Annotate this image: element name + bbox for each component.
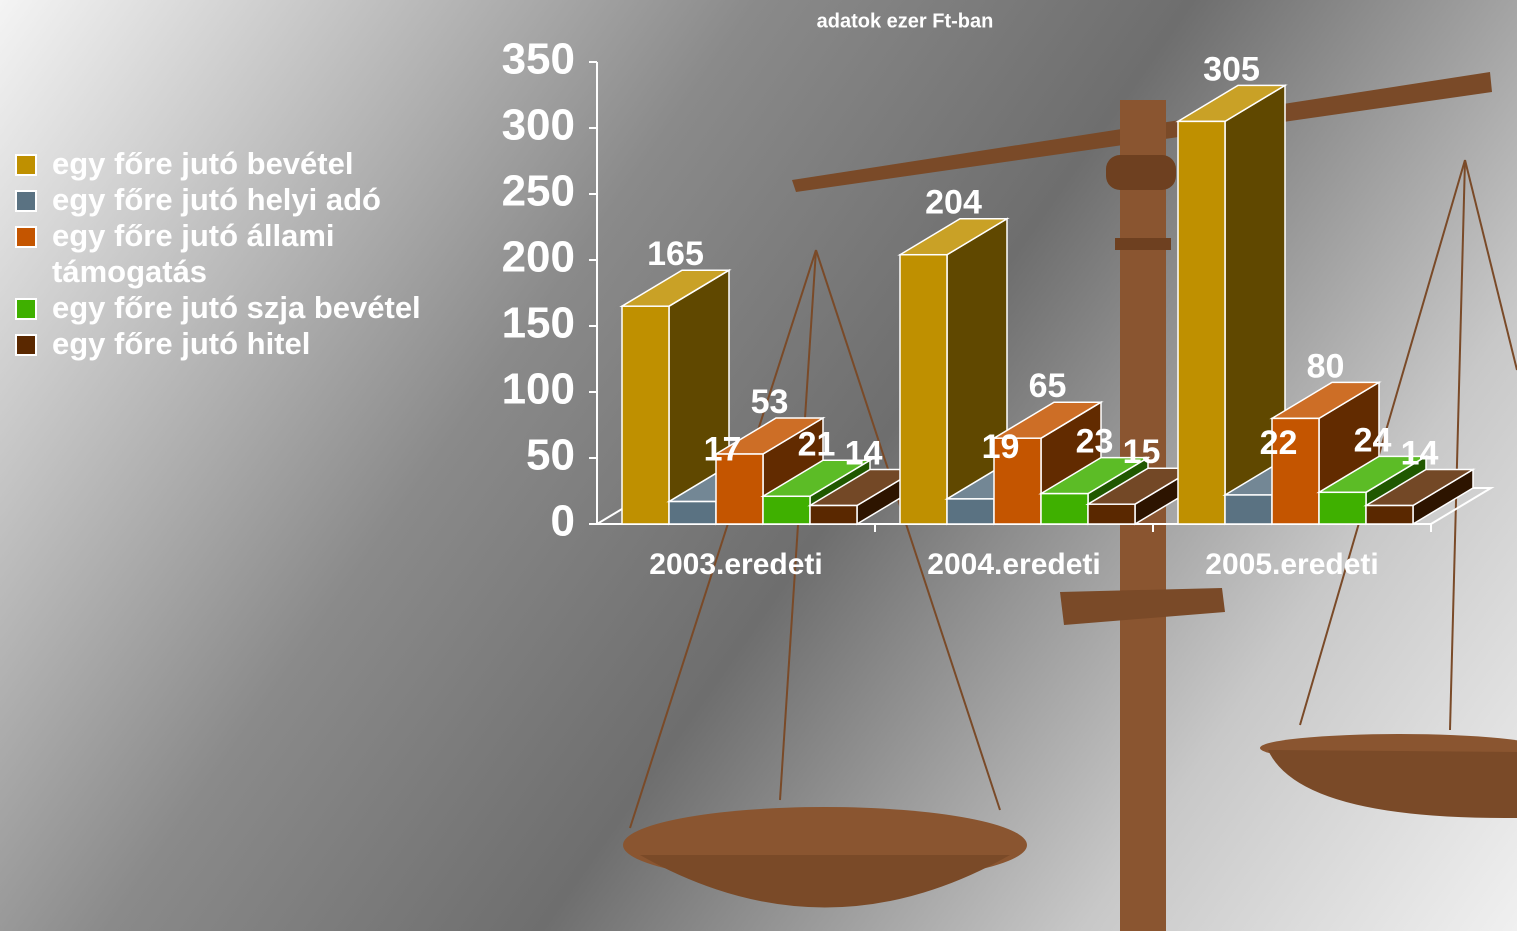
bar-front (669, 502, 716, 524)
value-label: 165 (647, 235, 704, 273)
legend-label: egy főre jutó hitel (52, 326, 310, 361)
bar-front (622, 306, 669, 524)
value-label: 80 (1307, 347, 1345, 385)
y-tick-label: 150 (502, 299, 575, 348)
y-tick-label: 350 (502, 35, 575, 84)
x-tick-label: 2005.eredeti (1205, 548, 1378, 581)
bar-front (1041, 494, 1088, 524)
bar-front (900, 255, 947, 524)
y-tick-label: 100 (502, 365, 575, 414)
legend-swatch (15, 226, 37, 248)
legend-swatch (15, 334, 37, 356)
legend-label: egy főre jutó szja bevétel (52, 290, 421, 325)
legend-swatch (15, 190, 37, 212)
value-label: 24 (1354, 421, 1392, 459)
legend-label: egy főre jutó bevétel (52, 146, 353, 181)
chart-title: adatok ezer Ft-ban (817, 10, 994, 32)
bar-front (1178, 121, 1225, 524)
legend-item: egy főre jutó bevétel (12, 146, 452, 182)
value-label: 15 (1123, 433, 1161, 471)
value-label: 23 (1076, 423, 1114, 461)
value-label: 204 (925, 184, 982, 222)
x-tick-label: 2003.eredeti (649, 548, 822, 581)
bar-front (947, 499, 994, 524)
value-label: 53 (751, 383, 789, 421)
legend-item: egy főre jutó szja bevétel (12, 290, 452, 326)
x-tick-label: 2004.eredeti (927, 548, 1100, 581)
value-label: 17 (704, 431, 742, 469)
bar-front (1225, 495, 1272, 524)
bar-front (810, 506, 857, 524)
bar-front (1088, 504, 1135, 524)
y-tick-label: 0 (551, 497, 575, 546)
value-label: 22 (1260, 424, 1298, 462)
y-tick-label: 50 (526, 431, 575, 480)
y-tick-label: 300 (502, 101, 575, 150)
chart: adatok ezer Ft-ban 0 50 100 150 200 250 300 350… (0, 0, 1517, 931)
legend-swatch (15, 298, 37, 320)
legend-item: egy főre jutó állami támogatás (12, 218, 452, 290)
value-label: 14 (845, 435, 883, 473)
legend-item: egy főre jutó hitel (12, 326, 452, 362)
value-label: 65 (1029, 367, 1067, 405)
bar-front (1366, 506, 1413, 524)
value-label: 14 (1401, 435, 1439, 473)
value-label: 19 (982, 428, 1020, 466)
y-tick-label: 250 (502, 167, 575, 216)
legend-label: egy főre jutó helyi adó (52, 182, 381, 217)
value-label: 21 (798, 425, 836, 463)
legend-label: egy főre jutó állami támogatás (52, 218, 335, 289)
page: adatok ezer Ft-ban 0 50 100 150 200 250 300 350… (0, 0, 1517, 931)
bar-front (1319, 492, 1366, 524)
legend-item: egy főre jutó helyi adó (12, 182, 452, 218)
bar-front (763, 496, 810, 524)
value-label: 305 (1203, 50, 1260, 88)
y-tick-label: 200 (502, 233, 575, 282)
legend-swatch (15, 154, 37, 176)
